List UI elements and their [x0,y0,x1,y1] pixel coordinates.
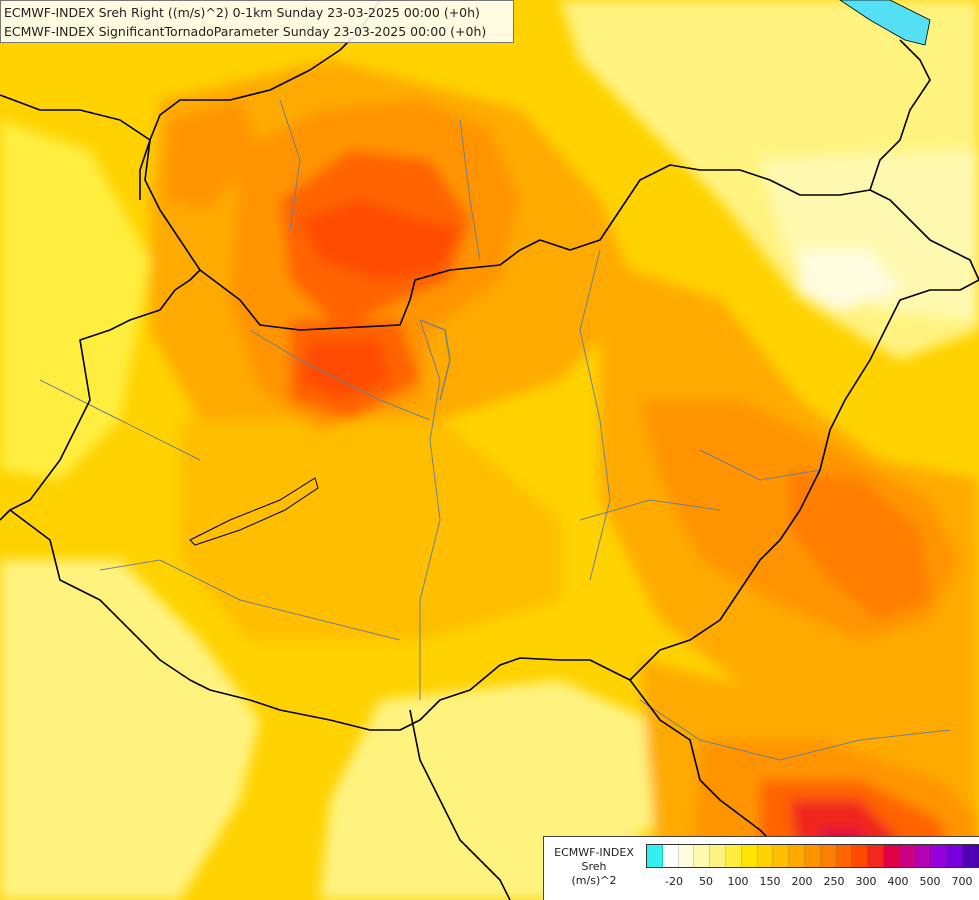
legend-swatch [899,845,916,867]
river-lines [39,99,951,761]
legend-swatch [725,845,742,867]
legend-swatch [931,845,948,867]
legend-swatch [741,845,758,867]
legend-swatch [836,845,853,867]
color-legend: ECMWF-INDEX Sreh (m/s)^2 -20 50 100 150 200 2… [543,836,979,900]
legend-swatch [962,845,979,867]
legend-tick-label: 50 [699,875,713,888]
balaton-shape [189,477,319,546]
legend-swatch [789,845,805,867]
legend-tick-label: 200 [791,875,813,888]
legend-swatch [868,845,884,867]
legend-swatch [804,845,821,867]
legend-ticks: -20 50 100 150 200 250 300 400 500 700 [646,875,972,889]
legend-tick-label: 500 [919,875,941,888]
legend-tick-label: 700 [951,875,973,888]
legend-swatch [915,845,932,867]
legend-swatch [773,845,790,867]
title-line-stp: ECMWF-INDEX SignificantTornadoParameter … [4,24,487,39]
lake-shape [839,0,931,46]
legend-swatch [710,845,726,867]
legend-swatch [694,845,711,867]
legend-tick-label: -20 [665,875,683,888]
legend-swatch [852,845,869,867]
legend-swatch [662,845,679,867]
legend-swatch [947,845,963,867]
legend-variable: Sreh [581,860,607,873]
legend-color-bar [646,844,979,868]
title-line-sreh: ECMWF-INDEX Sreh Right ((m/s)^2) 0-1km S… [4,5,480,20]
legend-swatch [678,845,695,867]
legend-unit: (m/s)^2 [571,874,617,887]
danube-river [419,319,451,401]
legend-tick-label: 150 [759,875,781,888]
legend-swatch [757,845,774,867]
legend-swatch [647,845,663,867]
legend-tick-label: 400 [887,875,909,888]
legend-label: ECMWF-INDEX Sreh (m/s)^2 [548,846,640,888]
legend-tick-label: 250 [823,875,845,888]
legend-model: ECMWF-INDEX [554,846,634,859]
legend-tick-label: 300 [855,875,877,888]
legend-tick-label: 100 [727,875,749,888]
map-title-box: ECMWF-INDEX Sreh Right ((m/s)^2) 0-1km S… [0,0,514,43]
legend-swatch [883,845,900,867]
legend-swatch [820,845,837,867]
